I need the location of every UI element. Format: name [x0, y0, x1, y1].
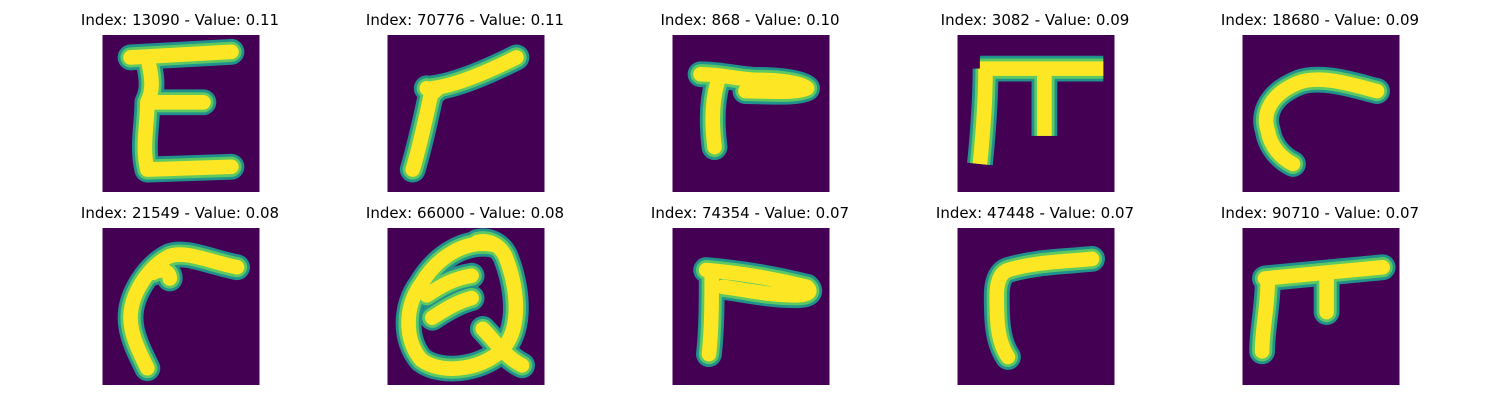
glyph-strokes: [693, 257, 822, 368]
glyph-strokes: [687, 61, 820, 161]
glyph-image-angled: [387, 35, 545, 192]
image-background: [672, 35, 830, 192]
glyph-image-hook: [672, 35, 830, 192]
panel-title: Index: 70776 - Value: 0.11: [365, 11, 565, 29]
panel-title: Index: 47448 - Value: 0.07: [935, 204, 1135, 222]
glyph-strokes: [1253, 66, 1390, 177]
glyph-strokes: [395, 228, 535, 382]
glyph-image-hook: [672, 228, 830, 385]
glyph-image-pi: [957, 35, 1115, 192]
glyph-strokes: [1249, 254, 1396, 365]
glyph-image-e: [102, 35, 260, 192]
glyph-strokes: [983, 245, 1105, 370]
panel-title: Index: 3082 - Value: 0.09: [940, 11, 1130, 29]
panel-title: Index: 74354 - Value: 0.07: [650, 204, 850, 222]
panel-title: Index: 18680 - Value: 0.09: [1220, 11, 1420, 29]
panel-title: Index: 13090 - Value: 0.11: [80, 11, 280, 29]
glyph-strokes: [399, 44, 530, 183]
panel-title: Index: 90710 - Value: 0.07: [1220, 204, 1420, 222]
glyph-image-q: [387, 228, 545, 385]
glyph-strokes: [117, 241, 250, 382]
glyph-image-curve: [102, 228, 260, 385]
glyph-image-pi: [1242, 228, 1400, 385]
panel-title: Index: 868 - Value: 0.10: [660, 11, 840, 29]
glyph-image-curve: [1242, 35, 1400, 192]
glyph-image-hook: [957, 228, 1115, 385]
panel-title: Index: 66000 - Value: 0.08: [365, 204, 565, 222]
panel-title: Index: 21549 - Value: 0.08: [80, 204, 280, 222]
glyph-strokes: [117, 38, 245, 183]
glyph-strokes: [967, 55, 1104, 166]
